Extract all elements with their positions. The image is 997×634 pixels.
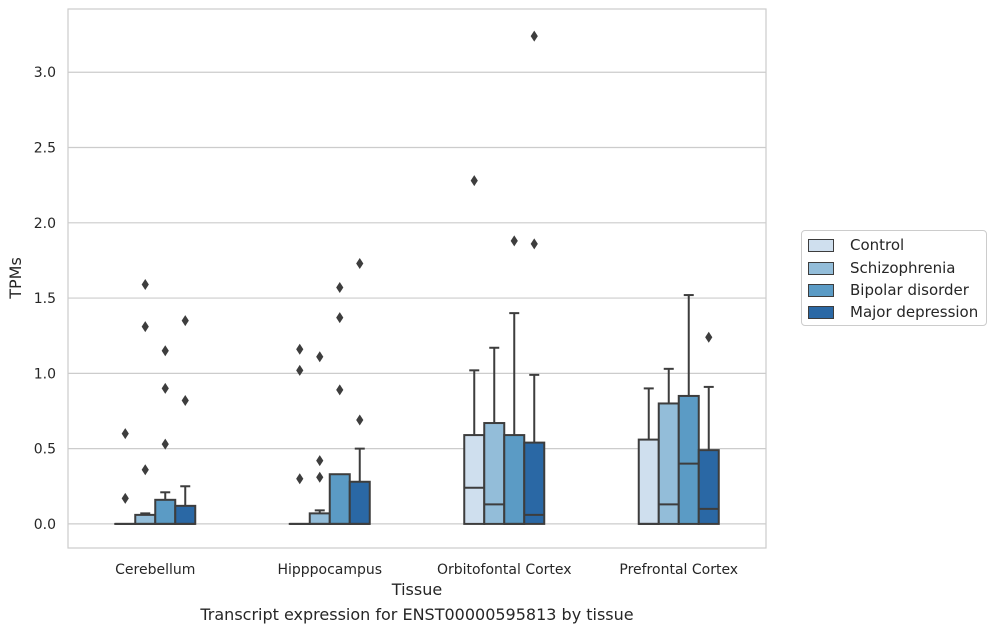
box-group <box>463 175 486 525</box>
box <box>174 504 197 525</box>
legend-item-control: Control <box>808 235 904 255</box>
legend-label-control: Control <box>850 236 905 254</box>
box <box>523 441 546 525</box>
legend-label-schizophrenia: Schizophrenia <box>850 259 956 277</box>
box <box>134 513 157 525</box>
x-tick-label: Orbitofontal Cortex <box>437 562 572 578</box>
box <box>463 434 486 525</box>
box-group <box>154 345 177 525</box>
box-group <box>677 294 700 525</box>
legend-swatch-major-depression <box>808 305 834 319</box>
outlier-point <box>470 175 478 187</box>
box-group <box>503 235 526 525</box>
outlier-point <box>530 238 538 250</box>
y-tick-label: 3.0 <box>34 65 56 81</box>
outlier-point <box>161 382 169 394</box>
legend: Control Schizophrenia Bipolar disorder M… <box>801 230 987 326</box>
outlier-point <box>336 312 344 324</box>
outlier-point <box>181 394 189 406</box>
box-group <box>308 351 331 525</box>
y-tick-labels: 0.0 0.5 1.0 1.5 2.0 2.5 3.0 <box>34 65 56 533</box>
x-tick-label: Prefrontal Cortex <box>619 562 738 578</box>
legend-item-major-depression: Major depression <box>808 302 978 322</box>
legend-swatch-control <box>808 238 834 252</box>
box-group <box>523 30 546 525</box>
outlier-point <box>141 464 149 476</box>
y-tick-label: 1.0 <box>34 366 56 382</box>
outlier-point <box>161 438 169 450</box>
box-group <box>288 343 311 525</box>
box-group <box>697 331 720 525</box>
x-tick-label: Cerebellum <box>115 562 195 578</box>
outlier-point <box>356 414 364 426</box>
figure-caption: Transcript expression for ENST0000059581… <box>200 605 634 624</box>
outlier-point <box>510 235 518 247</box>
y-tick-label: 0.5 <box>34 442 56 458</box>
box-groups <box>114 30 720 525</box>
legend-item-schizophrenia: Schizophrenia <box>808 258 955 278</box>
gridlines <box>68 71 766 525</box>
outlier-point <box>316 351 324 363</box>
outlier-point <box>705 331 713 343</box>
legend-swatch-schizophrenia <box>808 261 834 275</box>
box <box>483 422 506 525</box>
outlier-point <box>161 345 169 357</box>
legend-label-major-depression: Major depression <box>850 303 979 321</box>
box <box>154 498 177 525</box>
box-group <box>114 428 137 525</box>
outlier-point <box>336 384 344 396</box>
box <box>677 394 700 525</box>
legend-item-bipolar-disorder: Bipolar disorder <box>808 280 969 300</box>
box <box>637 438 660 525</box>
outlier-point <box>316 471 324 483</box>
y-tick-label: 1.5 <box>34 291 56 307</box>
y-axis-label: TPMs <box>6 257 25 300</box>
outlier-point <box>181 315 189 327</box>
outlier-point <box>530 30 538 42</box>
box-group <box>657 367 680 525</box>
plot-area-frame <box>67 8 767 549</box>
box <box>308 512 331 525</box>
outlier-point <box>316 455 324 467</box>
outlier-point <box>141 321 149 333</box>
outlier-point <box>296 473 304 485</box>
legend-label-bipolar-disorder: Bipolar disorder <box>850 281 969 299</box>
x-tick-labels: Cerebellum Hipppocampus Orbitofontal Corte… <box>115 562 738 578</box>
y-tick-label: 0.0 <box>34 517 56 533</box>
box <box>328 473 351 525</box>
outlier-point <box>296 343 304 355</box>
box-group <box>348 257 371 525</box>
x-tick-label: Hipppocampus <box>277 562 382 578</box>
box-group <box>174 315 197 525</box>
x-axis-label: Tissue <box>391 580 442 599</box>
box <box>697 449 720 525</box>
box-group <box>134 279 157 525</box>
outlier-point <box>121 492 129 504</box>
box-group <box>637 387 660 525</box>
outlier-point <box>121 428 129 440</box>
box-group <box>483 346 506 525</box>
outlier-point <box>356 257 364 269</box>
box <box>503 434 526 525</box>
box <box>348 480 371 525</box>
outlier-point <box>336 282 344 294</box>
box <box>657 402 680 525</box>
outlier-point <box>296 364 304 376</box>
y-tick-label: 2.5 <box>34 141 56 157</box>
box-group <box>328 282 351 525</box>
legend-swatch-bipolar-disorder <box>808 283 834 297</box>
y-tick-label: 2.0 <box>34 216 56 232</box>
outlier-point <box>141 279 149 291</box>
